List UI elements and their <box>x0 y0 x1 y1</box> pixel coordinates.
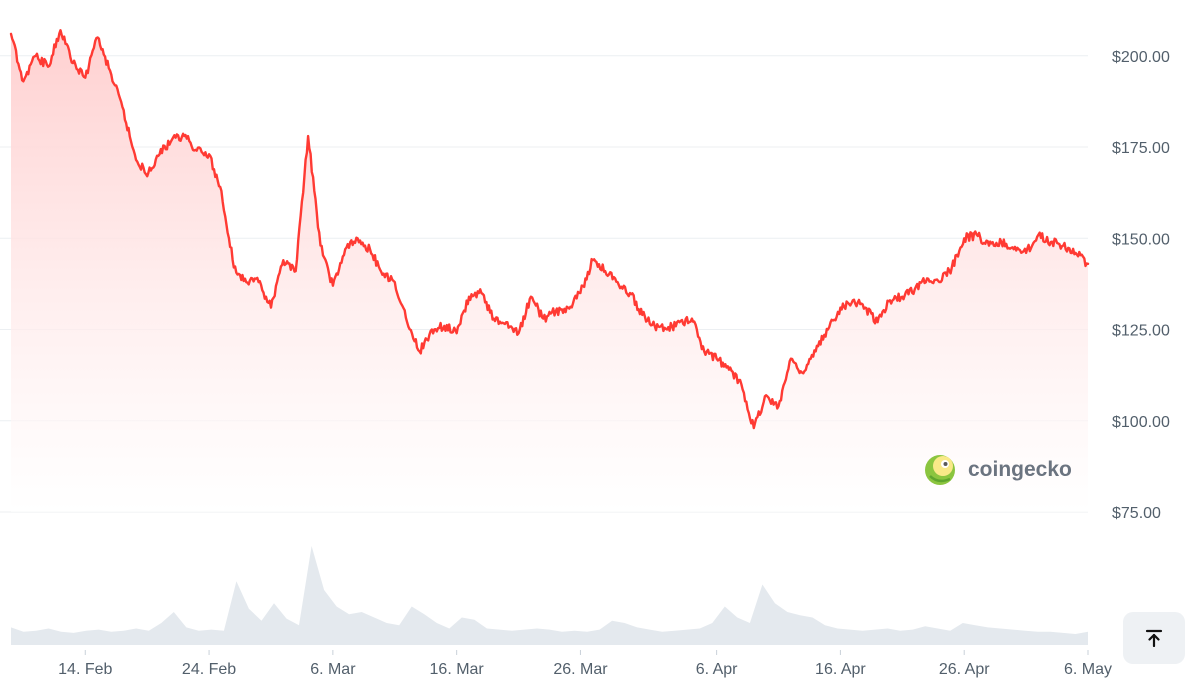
x-tick-label: 26. Apr <box>939 661 990 678</box>
y-tick-label: $125.00 <box>1112 323 1170 340</box>
y-tick-label: $75.00 <box>1112 505 1161 522</box>
x-tick-label: 26. Mar <box>553 661 608 678</box>
y-tick-label: $175.00 <box>1112 140 1170 157</box>
coingecko-watermark: coingecko <box>925 455 1072 485</box>
price-area-layer <box>11 30 1088 512</box>
arrow-up-to-bar-icon <box>1145 629 1163 647</box>
x-tick-label: 16. Mar <box>430 661 485 678</box>
x-tick-label: 6. Mar <box>310 661 356 678</box>
price-area-fill <box>11 30 1088 512</box>
x-tick-label: 24. Feb <box>182 661 236 678</box>
y-axis: $200.00 $175.00 $150.00 $125.00 $100.00 $75.0… <box>1112 49 1170 522</box>
coingecko-logo-icon <box>925 455 955 485</box>
y-tick-label: $200.00 <box>1112 49 1170 66</box>
scroll-to-top-button[interactable] <box>1123 612 1185 664</box>
x-tick-label: 6. Apr <box>696 661 738 678</box>
y-tick-label: $100.00 <box>1112 414 1170 431</box>
x-tick-label: 6. May <box>1064 661 1112 678</box>
price-line[interactable] <box>9 29 1090 430</box>
x-tick-label: 14. Feb <box>58 661 112 678</box>
x-axis: 14. Feb 24. Feb 6. Mar 16. Mar 26. Mar 6. Apr… <box>58 650 1112 678</box>
watermark-text: coingecko <box>968 458 1072 481</box>
price-line-layer <box>9 29 1090 430</box>
y-tick-label: $150.00 <box>1112 231 1170 248</box>
volume-area-layer <box>11 546 1088 645</box>
volume-area <box>11 546 1088 645</box>
x-tick-label: 16. Apr <box>815 661 866 678</box>
